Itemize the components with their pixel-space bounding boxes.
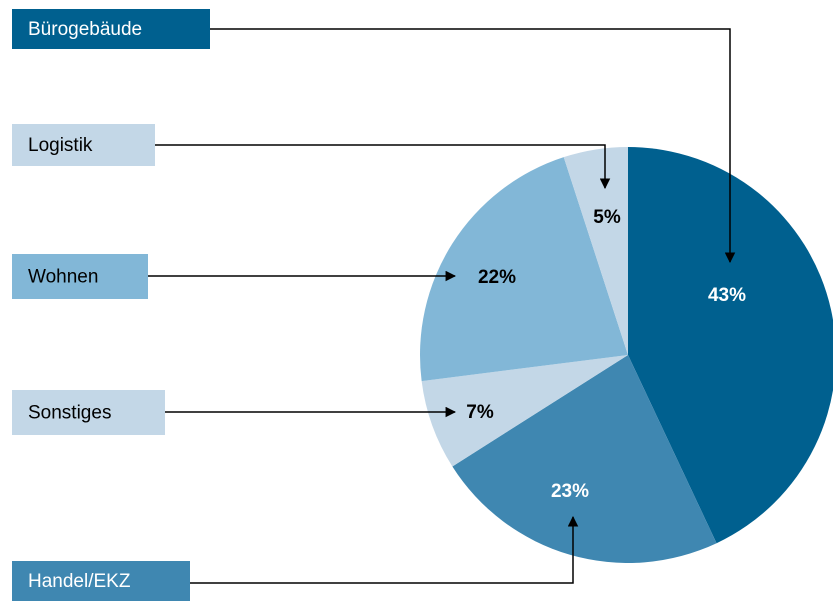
- legend-box: [12, 561, 190, 601]
- value-label: 5%: [593, 207, 621, 228]
- category-label: Sonstiges: [28, 403, 111, 424]
- connector: [190, 515, 579, 584]
- connector: [155, 144, 611, 190]
- connector: [210, 28, 736, 264]
- legend-box: [12, 390, 165, 435]
- pie-slice: [421, 355, 628, 467]
- legend-box: [12, 9, 210, 49]
- category-label: Handel/EKZ: [28, 571, 131, 592]
- value-label: 43%: [708, 285, 746, 306]
- value-label: 23%: [551, 481, 589, 502]
- pie-slice: [563, 147, 628, 355]
- value-label: 22%: [478, 267, 516, 288]
- category-label: Wohnen: [28, 267, 98, 288]
- pie-slice: [628, 147, 833, 544]
- pie-slice: [452, 355, 717, 563]
- category-label: Bürogebäude: [28, 19, 142, 40]
- legend-box: [12, 124, 155, 166]
- value-label: 7%: [466, 402, 494, 423]
- legend-box: [12, 254, 148, 299]
- category-label: Logistik: [28, 135, 93, 156]
- pie-slice: [420, 157, 628, 382]
